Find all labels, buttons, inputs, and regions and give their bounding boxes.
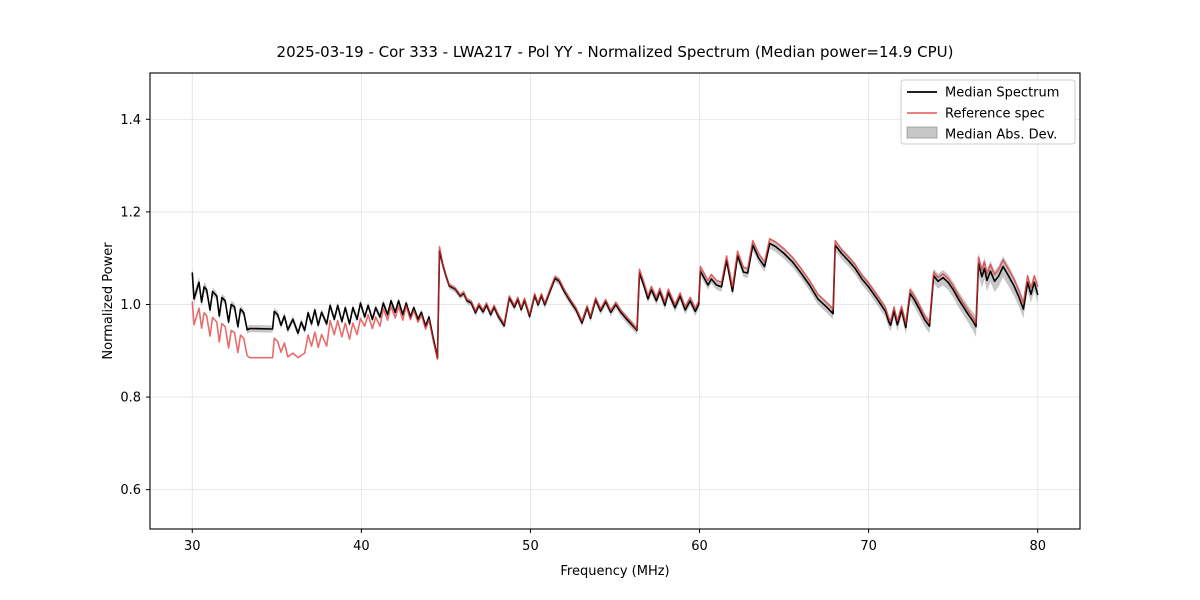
x-tick-label: 60 — [691, 539, 708, 554]
x-tick-label: 40 — [353, 539, 370, 554]
reference-spec-line — [191, 237, 1039, 360]
axis-ticks — [146, 118, 1039, 533]
tick-labels: 30 40 50 60 70 80 0.6 0.8 1.0 1.2 1.4 — [120, 113, 1046, 554]
legend: Median Spectrum Reference spec Median Ab… — [900, 79, 1076, 145]
y-tick-label: 1.4 — [120, 113, 141, 128]
y-tick-label: 0.6 — [120, 483, 141, 498]
x-tick-label: 30 — [184, 539, 201, 554]
legend-mad-patch-swatch — [906, 126, 938, 139]
series-lines — [191, 237, 1039, 360]
x-tick-label: 50 — [522, 539, 539, 554]
y-tick-label: 1.0 — [120, 298, 141, 313]
legend-label-mad: Median Abs. Dev. — [945, 128, 1057, 143]
legend-box — [900, 79, 1076, 145]
x-axis-label: Frequency (MHz) — [560, 564, 669, 579]
legend-label-median: Median Spectrum — [945, 86, 1059, 101]
x-tick-label: 70 — [860, 539, 877, 554]
legend-label-reference: Reference spec — [945, 107, 1045, 122]
chart-title: 2025-03-19 - Cor 333 - LWA217 - Pol YY -… — [277, 43, 954, 61]
x-tick-label: 80 — [1029, 539, 1046, 554]
median-spectrum-line — [191, 242, 1039, 359]
axes-border — [149, 72, 1081, 530]
y-tick-label: 1.2 — [120, 205, 141, 220]
y-tick-label: 0.8 — [120, 391, 141, 406]
y-axis-label: Normalized Power — [101, 242, 116, 360]
